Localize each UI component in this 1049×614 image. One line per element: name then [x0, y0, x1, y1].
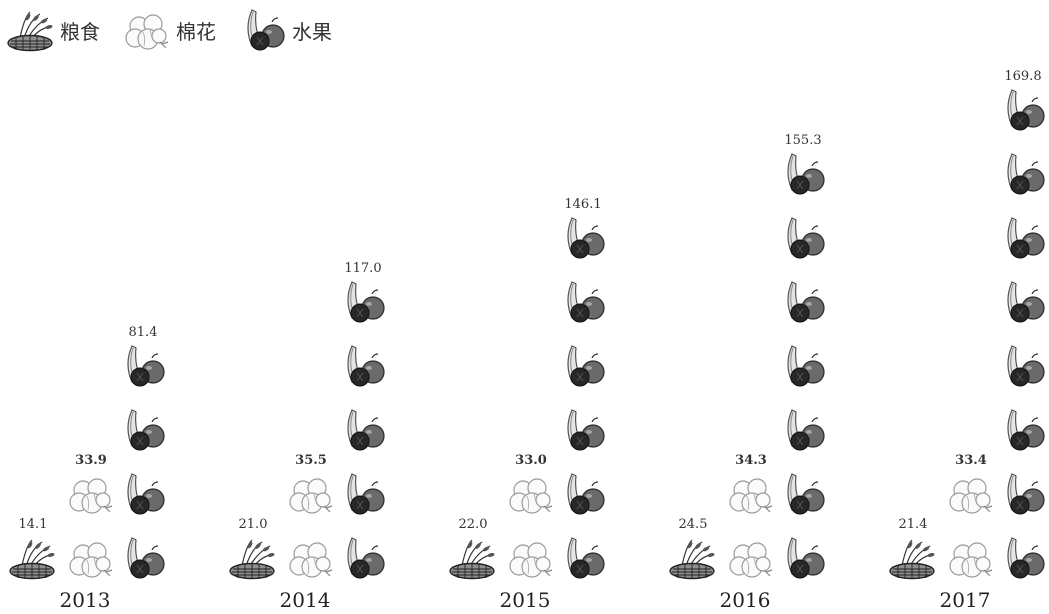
fruit-icon [1007, 537, 1045, 579]
data-label-grain-2014: 21.0 [239, 517, 268, 532]
fruit-icon [1007, 345, 1045, 387]
legend-label-cotton: 棉花 [176, 19, 216, 44]
data-label-cotton-2015: 33.0 [515, 453, 547, 468]
fruit-icon [1007, 217, 1045, 259]
fruit-icon [787, 345, 825, 387]
fruit-icon [127, 537, 165, 579]
legend-item-fruit: 水果 [238, 8, 332, 52]
grain-icon [889, 539, 936, 580]
fruit-icon [347, 345, 385, 387]
year-label-2013: 2013 [60, 588, 111, 612]
cotton-icon [949, 478, 993, 514]
fruit-icon [567, 537, 605, 579]
cotton-icon [289, 478, 333, 514]
grain-icon [9, 539, 56, 580]
fruit-icon [1007, 153, 1045, 195]
fruit-icon [787, 217, 825, 259]
cotton-icon [949, 542, 993, 578]
fruit-icon [787, 409, 825, 451]
fruit-icon [238, 8, 288, 52]
data-label-grain-2015: 22.0 [459, 517, 488, 532]
data-label-fruit-2014: 117.0 [344, 261, 381, 276]
data-label-grain-2013: 14.1 [19, 517, 48, 532]
data-label-fruit-2015: 146.1 [564, 197, 601, 212]
data-label-grain-2017: 21.4 [899, 517, 928, 532]
legend-item-grain: 粮食 [6, 8, 100, 52]
legend-label-grain: 粮食 [60, 19, 100, 44]
legend: 粮食 棉花 水果 [6, 8, 354, 52]
fruit-icon [1007, 473, 1045, 515]
data-label-cotton-2014: 35.5 [295, 453, 327, 468]
data-label-cotton-2017: 33.4 [955, 453, 987, 468]
fruit-icon [127, 345, 165, 387]
fruit-icon [787, 153, 825, 195]
cotton-icon [509, 478, 553, 514]
fruit-icon [787, 473, 825, 515]
fruit-icon [787, 281, 825, 323]
fruit-icon [567, 409, 605, 451]
fruit-icon [567, 473, 605, 515]
fruit-icon [787, 537, 825, 579]
fruit-icon [1007, 89, 1045, 131]
year-label-2017: 2017 [940, 588, 991, 612]
fruit-icon [567, 217, 605, 259]
cotton-icon [289, 542, 333, 578]
cotton-icon [729, 542, 773, 578]
grain-basket-icon [6, 8, 56, 52]
fruit-icon [127, 473, 165, 515]
legend-item-cotton: 棉花 [122, 8, 216, 52]
fruit-icon [347, 409, 385, 451]
data-label-fruit-2016: 155.3 [784, 133, 821, 148]
fruit-icon [347, 281, 385, 323]
year-label-2016: 2016 [720, 588, 771, 612]
cotton-icon [122, 8, 172, 52]
fruit-icon [1007, 281, 1045, 323]
data-label-fruit-2013: 81.4 [129, 325, 158, 340]
data-label-cotton-2013: 33.9 [75, 453, 107, 468]
fruit-icon [567, 345, 605, 387]
data-label-fruit-2017: 169.8 [1004, 69, 1041, 84]
grain-icon [229, 539, 276, 580]
legend-label-fruit: 水果 [292, 19, 332, 44]
fruit-icon [347, 537, 385, 579]
fruit-icon [567, 281, 605, 323]
fruit-icon [127, 409, 165, 451]
cotton-icon [509, 542, 553, 578]
cotton-icon [729, 478, 773, 514]
fruit-icon [347, 473, 385, 515]
cotton-icon [69, 478, 113, 514]
cotton-icon [69, 542, 113, 578]
year-label-2014: 2014 [280, 588, 331, 612]
data-label-cotton-2016: 34.3 [735, 453, 767, 468]
grain-icon [669, 539, 716, 580]
data-label-grain-2016: 24.5 [679, 517, 708, 532]
year-label-2015: 2015 [500, 588, 551, 612]
grain-icon [449, 539, 496, 580]
fruit-icon [1007, 409, 1045, 451]
